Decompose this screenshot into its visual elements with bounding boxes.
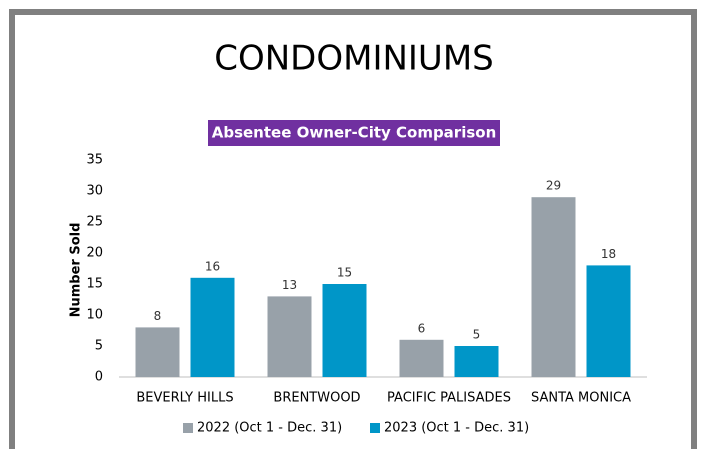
- subtitle-box: [208, 120, 500, 146]
- data-label: 15: [337, 266, 352, 280]
- bar: [531, 197, 576, 377]
- bar: [586, 265, 631, 377]
- bar: [322, 284, 367, 377]
- legend-label: 2023 (Oct 1 - Dec. 31): [384, 421, 529, 436]
- data-label: 5: [473, 328, 481, 342]
- legend-swatch: [183, 423, 193, 433]
- data-label: 18: [601, 247, 616, 261]
- bar: [190, 277, 235, 377]
- x-tick-label: BEVERLY HILLS: [136, 391, 233, 406]
- y-tick-label: 0: [95, 370, 103, 385]
- bar: [267, 296, 312, 377]
- data-label: 13: [282, 278, 297, 292]
- data-label: 6: [418, 321, 426, 335]
- y-tick-label: 25: [86, 215, 103, 230]
- chart-subtitle: Absentee Owner-City Comparison: [212, 124, 497, 142]
- bar: [454, 346, 499, 377]
- y-tick-label: 20: [86, 246, 103, 261]
- legend-swatch: [370, 423, 380, 433]
- y-axis-label: Number Sold: [69, 223, 84, 318]
- bar: [135, 327, 180, 377]
- bar: [399, 339, 444, 377]
- legend-label: 2022 (Oct 1 - Dec. 31): [197, 421, 342, 436]
- data-label: 16: [205, 259, 220, 273]
- x-tick-label: BRENTWOOD: [273, 391, 360, 406]
- y-tick-label: 30: [86, 184, 103, 199]
- y-tick-label: 5: [95, 339, 103, 354]
- x-tick-label: SANTA MONICA: [531, 391, 631, 406]
- chart-title: CONDOMINIUMS: [214, 39, 494, 79]
- x-tick-label: PACIFIC PALISADES: [387, 391, 511, 406]
- y-tick-label: 35: [86, 153, 103, 168]
- data-label: 8: [154, 309, 162, 323]
- data-label: 29: [546, 179, 561, 193]
- y-tick-label: 10: [86, 308, 103, 323]
- y-tick-label: 15: [86, 277, 103, 292]
